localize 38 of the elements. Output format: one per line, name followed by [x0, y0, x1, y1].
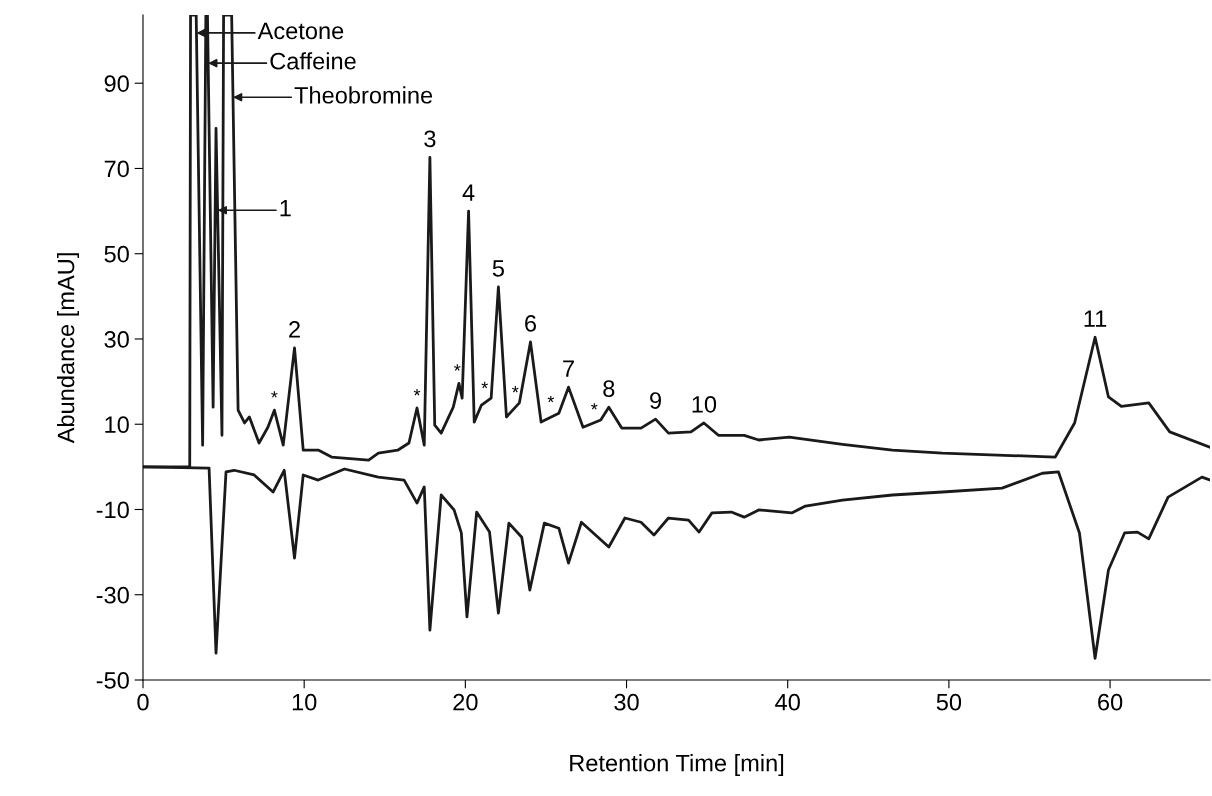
- annotation: 8: [603, 380, 615, 397]
- y-tick-label: -50: [96, 672, 129, 689]
- annotation: 7: [563, 360, 574, 377]
- annotation: 4: [462, 184, 475, 201]
- annotation: Theobromine: [294, 86, 433, 104]
- y-tick-label: -30: [96, 586, 129, 604]
- annotation: Acetone: [257, 22, 344, 40]
- annotation: *: [547, 395, 555, 403]
- y-tick-label: 10: [105, 416, 129, 434]
- x-tick-label: 60: [1098, 693, 1123, 711]
- annotation: 2: [289, 320, 300, 338]
- x-tick-label: 30: [614, 693, 639, 711]
- x-tick-label: 20: [453, 693, 478, 711]
- annotation: *: [512, 386, 519, 393]
- annotation: Caffeine: [270, 52, 356, 70]
- annotation: 3: [424, 130, 436, 148]
- annotation: *: [481, 381, 488, 389]
- x-tick-label: 10: [292, 693, 317, 711]
- annotation: 10: [692, 396, 717, 413]
- annotation: *: [454, 364, 461, 371]
- annotation: *: [271, 391, 278, 398]
- annotation: *: [413, 389, 421, 396]
- annotation: 6: [525, 315, 536, 332]
- annotation: 1: [280, 200, 291, 217]
- x-axis-title: Retention Time [min]: [570, 754, 784, 777]
- x-tick-label: 50: [936, 693, 962, 711]
- annotation: 5: [492, 260, 504, 277]
- annotation: 11: [1084, 310, 1107, 327]
- y-axis-title: Abundance [mAU]: [57, 253, 80, 444]
- y-tick-label: 30: [104, 331, 129, 348]
- y-tick-label: -10: [96, 501, 129, 519]
- annotation: 9: [650, 392, 661, 409]
- y-tick-label: 90: [104, 75, 129, 92]
- annotation: *: [591, 403, 598, 410]
- x-tick-label: 40: [775, 693, 800, 711]
- y-tick-label: 50: [104, 245, 129, 263]
- x-tick-label: 0: [137, 693, 149, 711]
- y-tick-label: 70: [104, 160, 129, 178]
